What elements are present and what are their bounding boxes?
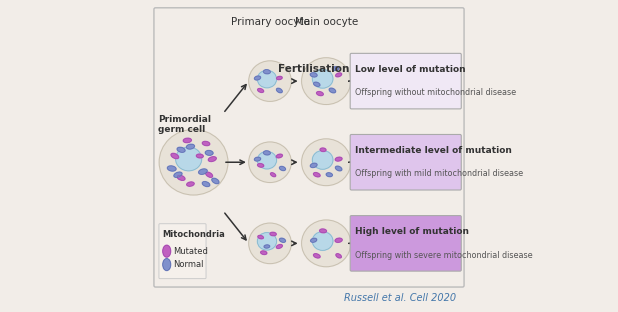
Ellipse shape — [310, 163, 317, 168]
Text: Fertilisation: Fertilisation — [277, 64, 349, 74]
Ellipse shape — [187, 144, 195, 149]
Ellipse shape — [202, 182, 210, 187]
Ellipse shape — [174, 172, 182, 177]
Ellipse shape — [279, 238, 286, 242]
Ellipse shape — [255, 157, 261, 161]
Ellipse shape — [313, 254, 320, 258]
Text: Primordial
germ cell: Primordial germ cell — [158, 115, 211, 134]
Text: High level of mutation: High level of mutation — [355, 227, 469, 236]
Ellipse shape — [159, 129, 228, 195]
Ellipse shape — [163, 245, 171, 257]
Ellipse shape — [336, 254, 341, 258]
Ellipse shape — [198, 169, 207, 174]
Ellipse shape — [184, 138, 192, 143]
Ellipse shape — [212, 178, 219, 184]
Text: Offspring without mitochondrial disease: Offspring without mitochondrial disease — [355, 88, 516, 97]
Ellipse shape — [316, 92, 323, 95]
Ellipse shape — [258, 89, 264, 92]
Ellipse shape — [176, 147, 201, 171]
Ellipse shape — [171, 154, 179, 158]
Ellipse shape — [326, 173, 332, 177]
Text: Intermediate level of mutation: Intermediate level of mutation — [355, 146, 512, 155]
Ellipse shape — [320, 229, 326, 233]
Ellipse shape — [163, 259, 171, 271]
Ellipse shape — [313, 173, 320, 177]
Ellipse shape — [302, 220, 351, 267]
Ellipse shape — [312, 70, 333, 88]
Ellipse shape — [335, 157, 342, 161]
Ellipse shape — [335, 238, 342, 242]
Ellipse shape — [276, 245, 282, 248]
Ellipse shape — [177, 147, 185, 152]
Ellipse shape — [311, 238, 317, 242]
Ellipse shape — [271, 173, 276, 177]
FancyBboxPatch shape — [350, 53, 461, 109]
FancyBboxPatch shape — [350, 134, 461, 190]
Ellipse shape — [320, 148, 326, 152]
Ellipse shape — [302, 139, 351, 186]
Text: Offspring with mild mitochondrial disease: Offspring with mild mitochondrial diseas… — [355, 169, 523, 178]
Ellipse shape — [336, 73, 342, 77]
Ellipse shape — [263, 70, 270, 74]
Ellipse shape — [277, 76, 282, 80]
Ellipse shape — [258, 236, 263, 239]
Ellipse shape — [310, 73, 317, 77]
Ellipse shape — [255, 76, 261, 80]
Text: Russell et al. Cell 2020: Russell et al. Cell 2020 — [344, 293, 455, 303]
Ellipse shape — [202, 141, 210, 146]
Text: Mitochondria: Mitochondria — [163, 230, 225, 239]
Ellipse shape — [167, 166, 176, 171]
Ellipse shape — [208, 157, 216, 162]
Text: Low level of mutation: Low level of mutation — [355, 65, 466, 74]
Ellipse shape — [257, 71, 277, 88]
Ellipse shape — [248, 142, 291, 183]
Ellipse shape — [248, 61, 291, 101]
FancyBboxPatch shape — [350, 216, 461, 271]
Text: Offspring with severe mitochondrial disease: Offspring with severe mitochondrial dise… — [355, 251, 533, 260]
Ellipse shape — [264, 245, 269, 248]
Ellipse shape — [197, 154, 203, 158]
Ellipse shape — [261, 251, 267, 255]
Ellipse shape — [257, 152, 277, 169]
Text: Normal: Normal — [173, 260, 203, 269]
Ellipse shape — [263, 151, 270, 155]
FancyBboxPatch shape — [159, 224, 206, 279]
Text: Main oocyte: Main oocyte — [295, 17, 358, 27]
Ellipse shape — [257, 233, 277, 250]
Ellipse shape — [336, 166, 342, 171]
Ellipse shape — [205, 150, 213, 155]
Ellipse shape — [258, 163, 264, 167]
Ellipse shape — [312, 151, 333, 169]
Ellipse shape — [276, 154, 282, 158]
Ellipse shape — [206, 172, 213, 177]
Ellipse shape — [279, 166, 286, 171]
Text: Mutated: Mutated — [173, 247, 208, 256]
FancyBboxPatch shape — [154, 8, 464, 287]
Ellipse shape — [177, 175, 185, 180]
Ellipse shape — [329, 88, 336, 93]
Ellipse shape — [314, 82, 320, 86]
Text: Primary oocyte: Primary oocyte — [231, 17, 310, 27]
Ellipse shape — [276, 88, 282, 93]
Ellipse shape — [248, 223, 291, 264]
Ellipse shape — [332, 67, 339, 71]
Ellipse shape — [312, 232, 333, 250]
Ellipse shape — [270, 232, 276, 236]
Ellipse shape — [187, 182, 194, 186]
Ellipse shape — [302, 58, 351, 105]
